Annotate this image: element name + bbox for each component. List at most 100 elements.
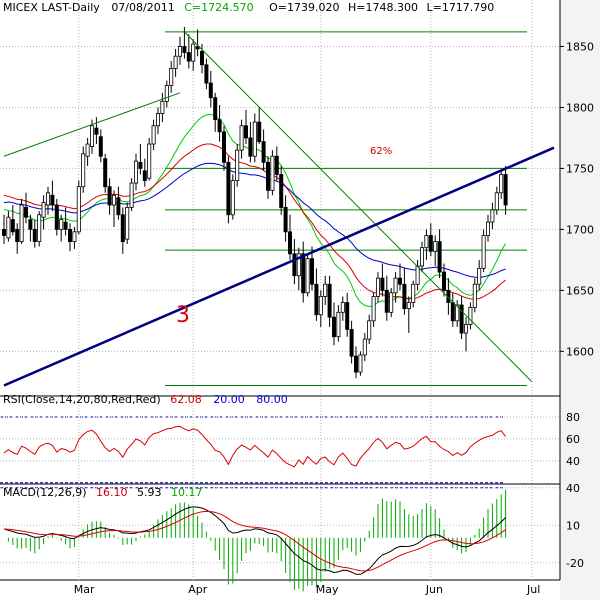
candle-body <box>327 283 332 318</box>
candle-body <box>213 97 218 121</box>
candle-body <box>191 43 196 62</box>
candle <box>287 214 292 260</box>
price-tick-label: 1700 <box>566 223 594 236</box>
candle <box>331 302 336 346</box>
candle <box>10 205 15 236</box>
candle-body <box>283 207 288 233</box>
candle-body <box>10 219 15 233</box>
candle <box>191 39 196 71</box>
candle-body <box>120 214 125 242</box>
price-tick-label: 1850 <box>566 40 594 53</box>
candle <box>459 296 464 340</box>
candle <box>142 158 147 187</box>
x-tick-label: Mar <box>74 583 95 596</box>
candle-body <box>32 228 37 242</box>
candle-body <box>463 324 468 334</box>
macd-tick-label: 10 <box>566 519 580 532</box>
candle <box>336 304 341 342</box>
candle-body <box>81 153 86 188</box>
price-tick-label: 1750 <box>566 162 594 175</box>
candle-body <box>177 46 182 57</box>
candle-body <box>367 320 372 340</box>
candle-body <box>15 228 20 242</box>
candle-body <box>296 253 301 277</box>
trend-line <box>3 92 181 157</box>
candle <box>37 211 42 247</box>
candle-body <box>76 186 81 233</box>
candle <box>204 58 209 90</box>
candle <box>46 186 51 215</box>
candle <box>314 268 319 321</box>
candle <box>230 174 235 220</box>
candle <box>15 223 20 254</box>
candle <box>455 300 460 327</box>
candle-body <box>155 113 160 127</box>
candle-body <box>186 52 191 62</box>
candle <box>252 113 257 163</box>
candle-body <box>485 221 490 236</box>
candle-body <box>349 328 354 357</box>
candle <box>283 195 288 242</box>
candle-body <box>433 241 438 252</box>
candle <box>499 170 504 199</box>
candle <box>177 36 182 65</box>
candle-body <box>336 311 341 338</box>
trend-line <box>3 146 555 387</box>
candle-body <box>279 174 284 208</box>
candle-body <box>345 302 350 330</box>
candle-body <box>437 241 442 273</box>
candle-body <box>450 302 455 322</box>
candle <box>419 241 424 273</box>
candle <box>296 247 301 291</box>
candle-body <box>415 265 420 285</box>
candle <box>103 153 108 193</box>
candle <box>327 275 332 327</box>
candle <box>371 292 376 327</box>
candle <box>345 292 350 337</box>
candle <box>362 333 367 362</box>
close-value: C=1724.570 <box>184 1 253 14</box>
macd-line <box>3 506 506 575</box>
rsi-title: RSI(Close,14,20,80,Red,Red) 62.08 20.00 … <box>3 393 288 406</box>
candle-body <box>199 50 204 66</box>
histogram-value: 10.17 <box>171 486 203 499</box>
rsi-panel <box>0 395 560 484</box>
candle-body <box>331 316 336 338</box>
candle-body <box>292 253 297 277</box>
candle <box>76 180 81 235</box>
candle-body <box>397 277 402 285</box>
candle <box>428 223 433 257</box>
candle-body <box>169 68 174 86</box>
candle-body <box>59 219 64 230</box>
candle <box>384 275 389 321</box>
candle <box>261 129 266 171</box>
candle-body <box>441 271 446 291</box>
candle <box>195 29 200 57</box>
high-value: H=1748.300 <box>348 1 418 14</box>
candle <box>107 178 112 215</box>
candle <box>85 137 90 166</box>
candle-body <box>261 141 266 163</box>
candle-body <box>353 355 358 373</box>
candle-body <box>318 296 323 316</box>
candle <box>68 223 73 252</box>
x-tick-label: Jul <box>526 583 540 596</box>
candle-body <box>406 302 411 310</box>
candle-body <box>389 292 394 313</box>
candle <box>59 214 64 242</box>
candle-body <box>23 207 28 218</box>
axes: Mar Apr May Jun Jul 1600 1650 1700 1750 1800 1850 4… <box>74 40 594 596</box>
candle-body <box>6 216 11 239</box>
candle <box>318 290 323 327</box>
candle <box>393 272 398 303</box>
candle <box>380 263 385 297</box>
rsi-tick-label: 40 <box>566 455 580 468</box>
price-tick-label: 1600 <box>566 345 594 358</box>
candle <box>375 272 380 303</box>
candle <box>265 156 270 199</box>
trendlines <box>3 31 555 387</box>
candle-body <box>221 131 226 163</box>
candle <box>208 70 213 108</box>
candle-body <box>230 180 235 216</box>
price-tick-label: 1800 <box>566 101 594 114</box>
